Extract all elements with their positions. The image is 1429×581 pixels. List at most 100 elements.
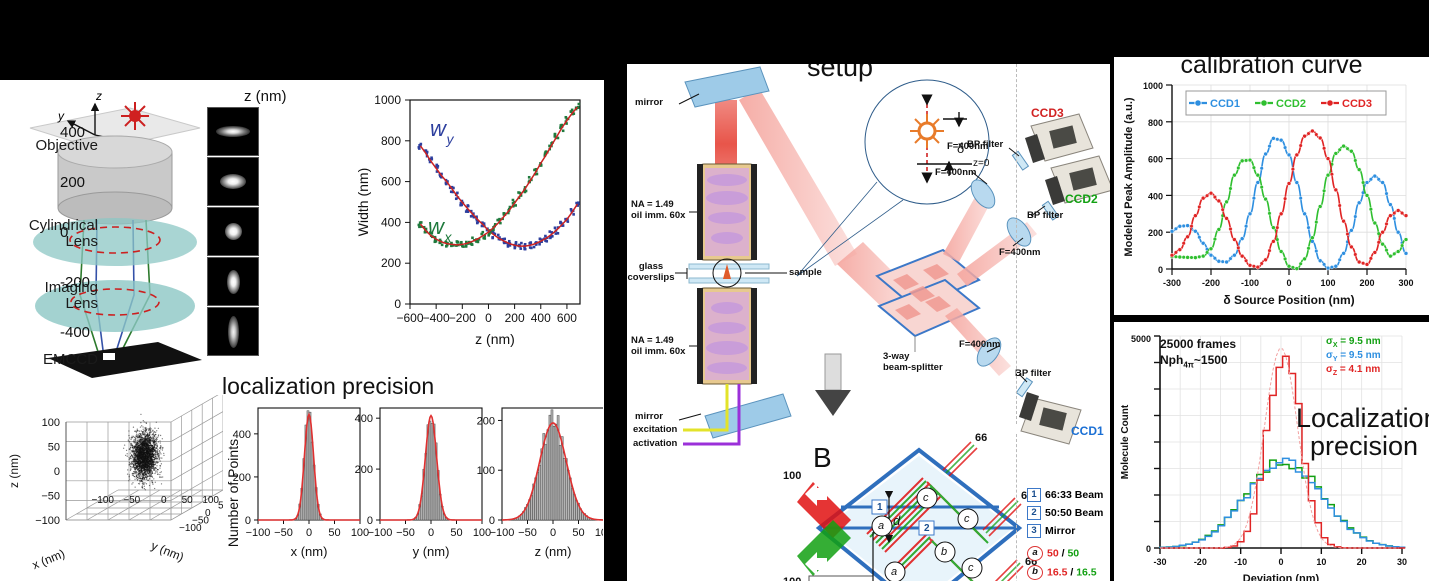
svg-text:200: 200 <box>477 415 495 427</box>
psf-z-value: -200 <box>60 274 90 291</box>
calibration-curve-panel: calibration curve 0 200 400 600 800 1000 -300-… <box>1114 57 1429 315</box>
label-cylindrical-lens: Cylindrical Lens <box>0 218 98 250</box>
psf-z-value: 400 <box>60 124 85 141</box>
svg-text:CCD3: CCD3 <box>1342 98 1372 110</box>
svg-text:0: 0 <box>54 466 60 478</box>
svg-text:5000: 5000 <box>1131 334 1151 344</box>
svg-text:−100: −100 <box>368 527 393 539</box>
setup-diagram <box>627 64 1110 581</box>
svg-text:0: 0 <box>1286 278 1291 288</box>
psf-column-header: z (nm) <box>244 88 287 105</box>
svg-text:0: 0 <box>1146 544 1151 554</box>
label-sample: sample <box>789 268 822 279</box>
svg-text:−100: −100 <box>490 527 515 539</box>
svg-text:0: 0 <box>161 495 167 506</box>
svg-text:δ Source Position (nm): δ Source Position (nm) <box>1223 293 1354 307</box>
svg-text:200: 200 <box>1359 278 1374 288</box>
psf-image-column <box>207 107 259 357</box>
svg-text:y: y <box>57 109 65 123</box>
svg-text:−100: −100 <box>246 527 271 539</box>
psf-z-value: 0 <box>60 224 68 241</box>
svg-text:50: 50 <box>572 527 584 539</box>
label-beamsplitter: 3-way beam-splitter <box>883 352 943 373</box>
svg-text:y (nm): y (nm) <box>413 544 450 559</box>
svg-text:100: 100 <box>473 527 491 539</box>
precision-histograms: Number of Points0200400−100 −50 0 50 100x (n… <box>228 398 603 578</box>
label-focal-top: F=400nm <box>935 168 976 179</box>
svg-text:50: 50 <box>218 501 223 512</box>
svg-text:-20: -20 <box>1194 557 1207 567</box>
svg-text:x (nm): x (nm) <box>291 544 328 559</box>
svg-text:w: w <box>430 116 448 141</box>
calibration-title: calibration curve <box>1114 57 1429 80</box>
legend-row-1: 1 66:33 Beam <box>1027 488 1103 502</box>
svg-text:0: 0 <box>367 515 373 527</box>
label-emccd: EMCCD <box>0 352 98 368</box>
node-a-2: a <box>891 566 897 578</box>
svg-text:0: 0 <box>550 527 556 539</box>
svg-text:Molecule Count: Molecule Count <box>1120 404 1131 479</box>
localization-precision-title: localization precision <box>222 373 434 400</box>
optical-setup-panel: setup <box>627 64 1110 581</box>
psf-image <box>207 157 259 206</box>
label-na-bottom: NA = 1.49 oil imm. 60x <box>631 336 685 357</box>
svg-text:z: z <box>95 90 102 103</box>
svg-text:200: 200 <box>1148 228 1163 238</box>
node-b-1: b <box>941 546 947 558</box>
svg-text:x: x <box>444 229 453 245</box>
svg-text:x (nm): x (nm) <box>30 546 67 572</box>
psf-z-value: -400 <box>60 324 90 341</box>
node-a-1: a <box>878 520 884 532</box>
precision-overlay-text: Localization precision <box>1296 404 1429 461</box>
svg-text:−50: −50 <box>518 527 537 539</box>
svg-text:100: 100 <box>42 417 60 429</box>
label-mirror-bottom: mirror <box>635 412 663 423</box>
svg-text:50: 50 <box>450 527 462 539</box>
svg-text:y (nm): y (nm) <box>149 538 186 564</box>
psf-z-value: 200 <box>60 174 85 191</box>
svg-text:200: 200 <box>355 464 373 476</box>
svg-text:0: 0 <box>1158 265 1163 275</box>
label-excitation: excitation <box>633 425 677 436</box>
svg-text:0: 0 <box>306 527 312 539</box>
label-ccd3: CCD3 <box>1031 106 1064 120</box>
panel-b-label: B <box>813 442 832 474</box>
label-ccd2: CCD2 <box>1065 192 1098 206</box>
stat-sigma-z: σZ = 4.1 nm <box>1326 364 1380 377</box>
svg-text:y: y <box>446 131 455 147</box>
svg-text:400: 400 <box>531 311 551 325</box>
svg-text:0: 0 <box>1278 557 1283 567</box>
svg-text:0: 0 <box>489 515 495 527</box>
svg-text:200: 200 <box>381 256 401 270</box>
label-ccd1: CCD1 <box>1071 424 1104 438</box>
svg-text:600: 600 <box>1148 155 1163 165</box>
svg-text:Deviation (nm): Deviation (nm) <box>1243 573 1320 581</box>
label-mirror-top: mirror <box>635 98 663 109</box>
svg-text:20: 20 <box>1357 557 1367 567</box>
scatter3d-plot: 100500−50−100z (nm)−100 −50 0 50 100−100−500… <box>8 395 223 575</box>
label-bp-filter-mid: BP filter <box>1027 211 1063 222</box>
label-bp-filter-top: BP filter <box>967 140 1003 151</box>
frames-annotation: 25000 frames Nph4π~1500 <box>1160 336 1236 371</box>
legend-key-2: 2 <box>1027 506 1041 520</box>
svg-text:Width (nm): Width (nm) <box>355 168 371 236</box>
legend-row-3: 3 Mirror <box>1027 524 1075 538</box>
port-100-bottom: 100 <box>783 576 801 581</box>
svg-text:-10: -10 <box>1234 557 1247 567</box>
node-2: 2 <box>924 523 930 534</box>
svg-text:-100: -100 <box>1241 278 1259 288</box>
legend-key-b: b <box>1027 565 1043 580</box>
astigmatism-schematic-panel: z y x Objective CylindricalLens ImagingL… <box>0 80 604 581</box>
svg-text:0: 0 <box>394 297 401 311</box>
svg-text:−50: −50 <box>123 495 140 506</box>
legend-row-b: b 16.5 / 16.5 <box>1027 565 1097 580</box>
svg-text:w: w <box>428 214 446 239</box>
svg-text:−50: −50 <box>41 491 60 503</box>
svg-text:50: 50 <box>328 527 340 539</box>
svg-text:−100: −100 <box>35 515 60 527</box>
svg-text:10: 10 <box>1316 557 1326 567</box>
calibration-chart: 0 200 400 600 800 1000 -300 -200 -100 0 100 200 300 δ… <box>1114 57 1429 315</box>
emitter-star <box>121 102 149 130</box>
svg-text:−50: −50 <box>274 527 293 539</box>
svg-text:CCD1: CCD1 <box>1210 98 1240 110</box>
